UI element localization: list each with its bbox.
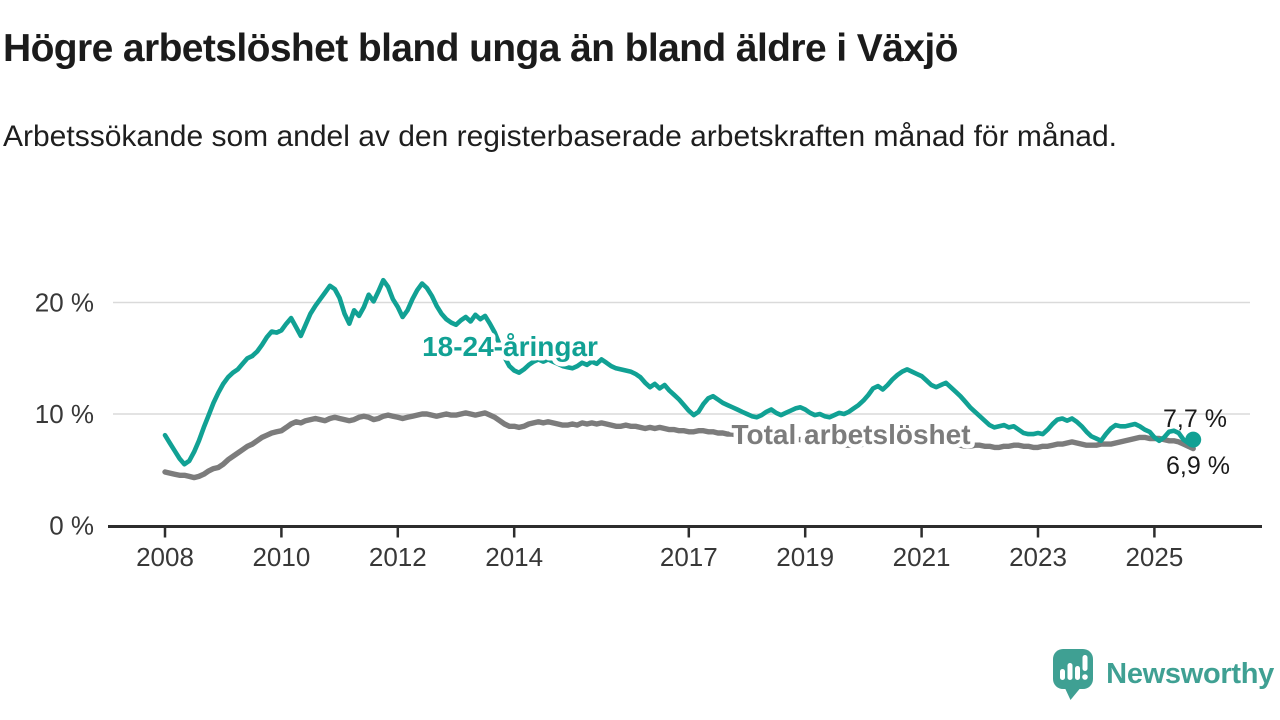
x-tick-label: 2025 [1125,542,1183,572]
newsworthy-logo: Newsworthy [1051,647,1274,701]
chart-subtitle: Arbetssökande som andel av den registerb… [3,120,1117,153]
x-tick-label: 2023 [1009,542,1067,572]
x-tick-label: 2010 [252,542,310,572]
newsworthy-logo-icon [1053,649,1094,700]
series-line-total [162,410,1196,481]
gridlines [113,301,1250,415]
series-labels: Total arbetslöshet 18-24-åringar [418,327,975,455]
y-tick-label: 20 % [35,288,94,318]
x-tick-label: 2017 [660,542,718,572]
end-value-label: 6,9 % [1166,452,1230,480]
bar-tall [1067,663,1073,680]
x-axis-labels: 2008 2010 2012 2014 2017 2019 2021 2023 2025 [136,542,1183,572]
x-tick-label: 2012 [369,542,427,572]
y-tick-label: 0 % [49,511,94,541]
bar-medium [1075,666,1081,680]
exclamation-bar [1082,655,1088,671]
series-label: 18-24-åringar [422,331,598,362]
bar-small [1060,669,1066,680]
newsworthy-logo-text: Newsworthy [1106,657,1274,690]
series-lines [162,277,1202,481]
x-tick-label: 2014 [485,542,543,572]
series-end-dot [1185,431,1202,448]
chart-title: Högre arbetslöshet bland unga än bland ä… [3,27,958,70]
series-line-young [162,277,1196,467]
exclamation-dot [1082,674,1088,680]
series-label: Total arbetslöshet [731,419,970,450]
x-tick-label: 2008 [136,542,194,572]
x-tick-label: 2021 [893,542,951,572]
end-value-label: 7,7 % [1163,405,1227,433]
x-axis [108,525,1262,538]
speech-bubble-tail [1064,686,1083,700]
y-axis-labels: 0 % 10 % 20 % [35,288,94,541]
x-tick-label: 2019 [776,542,834,572]
end-value-labels: 6,9 % 7,7 % [1163,405,1230,480]
y-tick-label: 10 % [35,399,94,429]
